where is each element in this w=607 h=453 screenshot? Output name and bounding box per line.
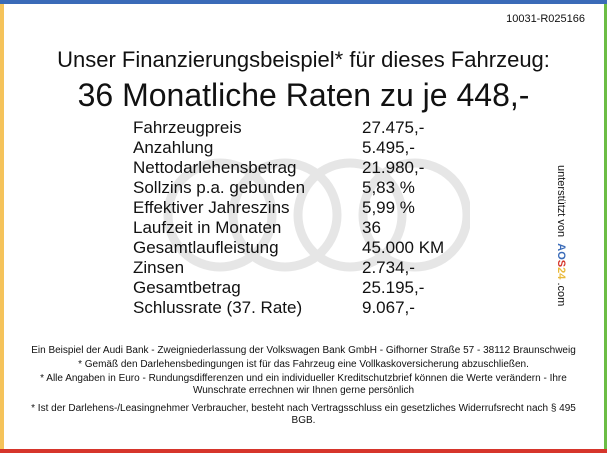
table-row: Gesamtbetrag 25.195,- <box>133 278 463 298</box>
table-row: Laufzeit in Monaten 36 <box>133 218 463 238</box>
row-value: 5.495,- <box>362 138 415 157</box>
row-label: Effektiver Jahreszins <box>133 198 290 217</box>
row-value: 5,99 % <box>362 198 415 217</box>
title-line-1: Unser Finanzierungsbeispiel* für dieses … <box>57 47 550 72</box>
com-suffix: .com <box>555 282 567 307</box>
row-value: 45.000 KM <box>362 238 445 257</box>
footer-insurance-note: * Gemäß den Darlehensbedingungen ist für… <box>78 359 529 370</box>
footer-withdrawal-note: * Ist der Darlehens-/Leasingnehmer Verbr… <box>31 403 576 426</box>
row-label: Zinsen <box>133 258 185 277</box>
aos24-logo: AOS24 <box>555 243 567 280</box>
table-row: Anzahlung 5.495,- <box>133 138 463 158</box>
left-border <box>0 4 4 449</box>
table-row: Fahrzeugpreis 27.475,- <box>133 118 463 138</box>
table-row: Effektiver Jahreszins 5,99 % <box>133 198 463 218</box>
row-value: 5,83 % <box>362 178 415 197</box>
footer: Ein Beispiel der Audi Bank - Zweignieder… <box>20 345 587 427</box>
table-row: Schlussrate (37. Rate) 9.067,- <box>133 298 463 318</box>
footer-euro-note: * Alle Angaben in Euro - Rundungsdiffere… <box>40 373 567 396</box>
footer-bank-info: Ein Beispiel der Audi Bank - Zweignieder… <box>31 345 576 356</box>
supported-by-text: unterstützt von <box>555 165 567 238</box>
row-label: Gesamtbetrag <box>133 278 241 297</box>
row-value: 27.475,- <box>362 118 425 137</box>
row-label: Fahrzeugpreis <box>133 118 242 137</box>
row-value: 36 <box>362 218 381 237</box>
right-border <box>604 4 607 449</box>
bottom-border <box>0 449 607 453</box>
row-label: Anzahlung <box>133 138 214 157</box>
row-label: Schlussrate (37. Rate) <box>133 298 303 317</box>
reference-number: 10031-R025166 <box>506 13 585 25</box>
audi-watermark-logo <box>163 158 470 272</box>
table-row: Zinsen 2.734,- <box>133 258 463 278</box>
row-label: Laufzeit in Monaten <box>133 218 282 237</box>
supported-by-label: unterstützt von AOS24 .com <box>554 165 567 306</box>
title-line-2: 36 Monatliche Raten zu je 448,- <box>77 77 530 113</box>
row-value: 21.980,- <box>362 158 425 177</box>
row-value: 25.195,- <box>362 278 425 297</box>
table-row: Sollzins p.a. gebunden 5,83 % <box>133 178 463 198</box>
row-value: 9.067,- <box>362 298 415 317</box>
table-row: Gesamtlaufleistung 45.000 KM <box>133 238 463 258</box>
top-border <box>0 0 607 4</box>
table-row: Nettodarlehensbetrag 21.980,- <box>133 158 463 178</box>
row-label: Sollzins p.a. gebunden <box>133 178 306 197</box>
row-label: Gesamtlaufleistung <box>133 238 279 257</box>
row-label: Nettodarlehensbetrag <box>133 158 297 177</box>
row-value: 2.734,- <box>362 258 415 277</box>
